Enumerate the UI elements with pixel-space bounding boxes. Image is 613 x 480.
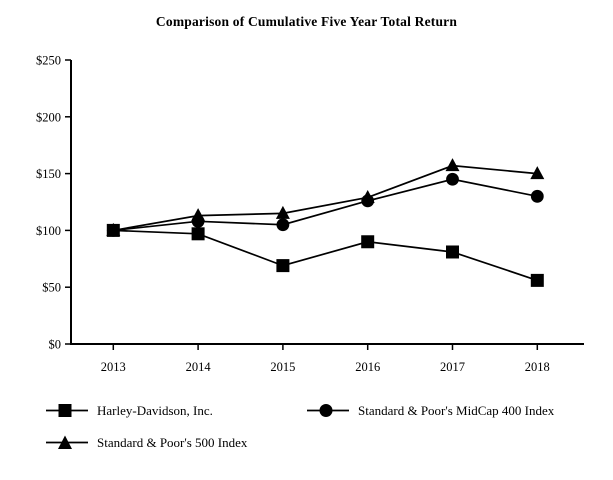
y-axis: $0 $50 $100 $150 $200 $250 <box>36 54 71 352</box>
x-tick-label: 2017 <box>440 360 465 374</box>
legend-item-sp-midcap-400: Standard & Poor's MidCap 400 Index <box>306 402 554 419</box>
circle-marker <box>106 224 120 237</box>
legend-label-sp-midcap-400: Standard & Poor's MidCap 400 Index <box>358 402 555 418</box>
circle-marker <box>530 189 544 203</box>
triangle-marker-icon <box>46 435 88 449</box>
triangle-marker <box>445 158 460 172</box>
y-tick-label: $50 <box>42 281 61 295</box>
circle-marker <box>191 214 205 228</box>
y-tick-label: $100 <box>36 224 61 238</box>
square-marker <box>446 245 459 259</box>
chart-title: Comparison of Cumulative Five Year Total… <box>155 14 458 29</box>
circle-marker <box>446 172 459 186</box>
x-tick-label: 2015 <box>270 360 295 374</box>
square-marker <box>276 259 290 273</box>
legend-label-harley-davidson: Harley-Davidson, Inc. <box>97 402 213 418</box>
circle-marker-icon <box>307 404 349 417</box>
series-lines <box>113 164 538 282</box>
square-marker <box>191 227 205 241</box>
y-tick-label: $150 <box>36 167 61 181</box>
legend-item-sp-500: Standard & Poor's 500 Index <box>45 434 247 451</box>
legend-label-sp-500: Standard & Poor's 500 Index <box>97 434 248 450</box>
square-marker-icon <box>46 404 88 417</box>
x-tick-label: 2013 <box>101 360 126 374</box>
y-tick-label: $200 <box>36 110 61 124</box>
x-tick-label: 2014 <box>186 360 212 374</box>
square-marker <box>361 235 375 249</box>
triangle-marker <box>275 205 290 219</box>
x-tick-label: 2018 <box>525 360 550 374</box>
x-tick-label: 2016 <box>355 360 380 374</box>
series-line-circle <box>113 178 538 232</box>
series-line-triangle <box>113 164 538 232</box>
y-tick-label: $250 <box>36 54 61 68</box>
y-tick-label: $0 <box>49 338 62 352</box>
circle-marker <box>276 218 290 232</box>
x-axis: 2013 2014 2015 2016 2017 2018 <box>101 344 550 374</box>
circle-marker <box>361 194 375 208</box>
data-markers <box>106 158 545 287</box>
axes <box>70 60 584 345</box>
series-line-square <box>113 229 538 282</box>
triangle-marker <box>530 166 545 180</box>
square-marker <box>530 273 544 287</box>
legend-item-harley-davidson: Harley-Davidson, Inc. <box>45 402 213 419</box>
